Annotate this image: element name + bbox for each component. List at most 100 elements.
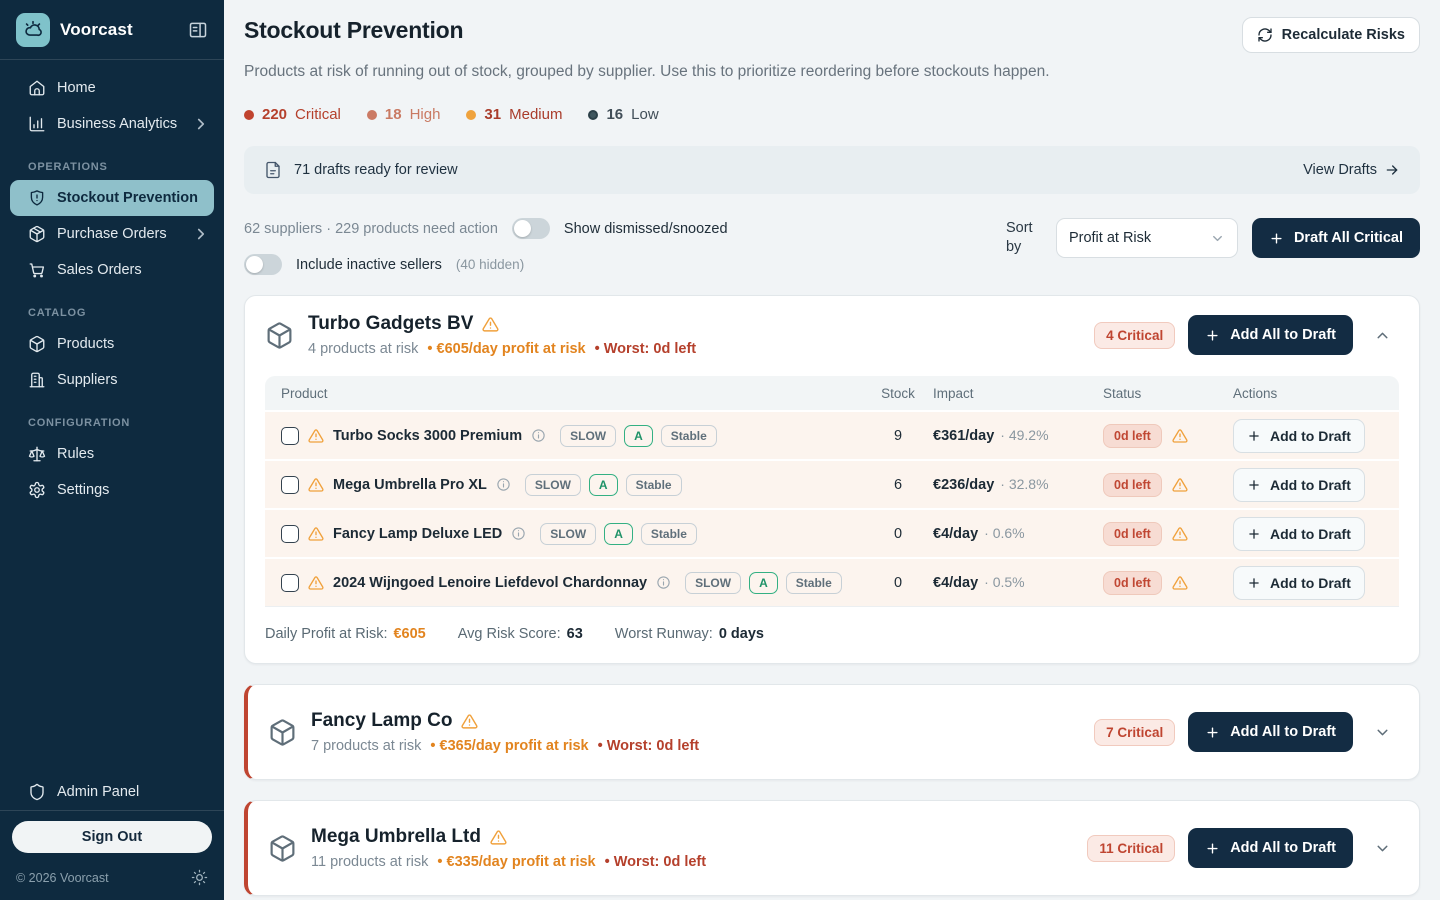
sidebar-item-label: Settings xyxy=(57,482,110,498)
plus-icon xyxy=(1205,328,1220,343)
collapse-sidebar-icon[interactable] xyxy=(188,20,208,40)
impact-percent: 49.2% xyxy=(1000,427,1049,443)
tag-slow: SLOW xyxy=(685,571,742,594)
plus-icon xyxy=(1247,527,1261,541)
package-icon xyxy=(28,225,46,243)
products-at-risk: 4 products at risk xyxy=(308,341,419,357)
theme-toggle-sun-icon[interactable] xyxy=(191,869,208,886)
draft-all-critical-button[interactable]: Draft All Critical xyxy=(1251,218,1420,258)
plus-icon xyxy=(1247,429,1261,443)
tag-stable: Stable xyxy=(785,571,842,594)
medium-dot-icon xyxy=(466,109,477,120)
high-dot-icon xyxy=(366,109,377,120)
critical-badge: 7 Critical xyxy=(1094,718,1176,746)
add-to-draft-button[interactable]: Add to Draft xyxy=(1233,418,1365,453)
tag-slow: SLOW xyxy=(524,473,581,496)
draft-all-critical-label: Draft All Critical xyxy=(1293,230,1403,246)
gear-icon xyxy=(28,481,46,499)
show-dismissed-toggle[interactable] xyxy=(511,218,550,239)
sort-by-label: Sort by xyxy=(1005,220,1033,255)
add-all-to-draft-button[interactable]: Add All to Draft xyxy=(1188,315,1353,355)
add-all-to-draft-button[interactable]: Add All to Draft xyxy=(1188,712,1353,752)
main-content: Stockout Prevention Recalculate Risks Pr… xyxy=(224,0,1440,900)
supplier-card-fancy-lamp: Fancy Lamp Co 7 products at risk €365/da… xyxy=(244,684,1420,780)
low-label: Low xyxy=(631,106,659,123)
sort-select-value: Profit at Risk xyxy=(1068,230,1152,246)
row-checkbox[interactable] xyxy=(281,475,299,494)
info-icon[interactable] xyxy=(531,428,546,443)
tag-grade: A xyxy=(624,424,653,447)
row-checkbox[interactable] xyxy=(281,426,299,445)
sidebar-item-label: Stockout Prevention xyxy=(57,190,198,206)
building-icon xyxy=(28,371,46,389)
add-to-draft-label: Add to Draft xyxy=(1270,525,1351,542)
daily-profit-label: Daily Profit at Risk: xyxy=(265,626,388,642)
col-actions: Actions xyxy=(1233,385,1278,401)
page-title: Stockout Prevention xyxy=(244,17,464,43)
col-impact: Impact xyxy=(933,385,974,401)
section-title-catalog: CATALOG xyxy=(28,307,87,319)
plus-icon xyxy=(1247,576,1261,590)
tag-stable: Stable xyxy=(660,424,717,447)
include-inactive-toggle[interactable] xyxy=(244,254,282,275)
copyright-text: © 2026 Voorcast xyxy=(16,870,109,885)
products-at-risk: 7 products at risk xyxy=(311,738,422,754)
worst-runway-value: 0 days xyxy=(718,626,764,642)
drafts-banner: 71 drafts ready for review View Drafts xyxy=(244,146,1420,194)
table-row: Turbo Socks 3000 Premium SLOW A Stable 9… xyxy=(265,410,1399,459)
add-to-draft-button[interactable]: Add to Draft xyxy=(1233,516,1365,551)
section-title-operations: OPERATIONS xyxy=(28,161,108,173)
worst-runway: Worst: 0d left xyxy=(598,738,699,754)
products-table: Product Stock Impact Status Actions Turb… xyxy=(265,376,1399,607)
low-dot-icon xyxy=(588,109,599,120)
worst-runway: Worst: 0d left xyxy=(595,341,696,357)
product-name: Turbo Socks 3000 Premium xyxy=(333,427,523,444)
sidebar-item-purchase-orders[interactable]: Purchase Orders xyxy=(0,216,224,252)
scale-icon xyxy=(28,445,46,463)
package-icon xyxy=(268,718,297,747)
add-to-draft-button[interactable]: Add to Draft xyxy=(1233,565,1365,600)
sidebar-nav: Home Business Analytics OPERATIONS Stock… xyxy=(0,60,224,508)
sidebar-item-label: Business Analytics xyxy=(57,116,178,132)
info-icon[interactable] xyxy=(656,575,671,590)
sidebar-item-admin-panel[interactable]: Admin Panel xyxy=(0,774,224,810)
cart-icon xyxy=(28,261,46,279)
sidebar-item-suppliers[interactable]: Suppliers xyxy=(0,362,224,398)
table-row: Mega Umbrella Pro XL SLOW A Stable 6 €23… xyxy=(265,459,1399,508)
sidebar-item-home[interactable]: Home xyxy=(0,70,224,106)
products-at-risk: 11 products at risk xyxy=(311,854,429,870)
impact-value: €361/day xyxy=(933,428,995,444)
view-drafts-link[interactable]: View Drafts xyxy=(1303,162,1400,178)
sign-out-button[interactable]: Sign Out xyxy=(12,821,212,853)
add-to-draft-label: Add to Draft xyxy=(1270,476,1351,493)
sidebar-item-rules[interactable]: Rules xyxy=(0,436,224,472)
table-header-row: Product Stock Impact Status Actions xyxy=(265,376,1399,410)
tag-grade: A xyxy=(588,473,618,496)
expand-card-chevron-down-icon[interactable] xyxy=(1366,836,1399,861)
supplier-card-turbo-gadgets: Turbo Gadgets BV 4 products at risk €605… xyxy=(244,295,1420,664)
critical-label: Critical xyxy=(295,106,341,123)
sidebar-divider xyxy=(0,810,224,811)
sidebar-item-business-analytics[interactable]: Business Analytics xyxy=(0,106,224,142)
expand-card-chevron-down-icon[interactable] xyxy=(1366,720,1399,745)
include-inactive-label: Include inactive sellers xyxy=(296,256,442,273)
info-icon[interactable] xyxy=(496,477,511,492)
row-checkbox[interactable] xyxy=(281,573,299,592)
sort-select[interactable]: Profit at Risk xyxy=(1055,218,1238,258)
product-name: Mega Umbrella Pro XL xyxy=(333,476,487,493)
warning-icon xyxy=(490,829,507,846)
row-checkbox[interactable] xyxy=(281,524,299,543)
impact-percent: 0.5% xyxy=(984,574,1025,590)
sidebar-item-settings[interactable]: Settings xyxy=(0,472,224,508)
collapse-card-chevron-up-icon[interactable] xyxy=(1366,323,1399,348)
voorcast-logo-icon xyxy=(16,13,50,47)
add-all-to-draft-button[interactable]: Add All to Draft xyxy=(1188,828,1353,868)
sidebar-item-products[interactable]: Products xyxy=(0,326,224,362)
sidebar-item-sales-orders[interactable]: Sales Orders xyxy=(0,252,224,288)
add-to-draft-button[interactable]: Add to Draft xyxy=(1233,467,1365,502)
sidebar-item-stockout-prevention[interactable]: Stockout Prevention xyxy=(10,180,214,216)
info-icon[interactable] xyxy=(511,526,526,541)
stat-critical: 220 Critical xyxy=(244,106,341,123)
tag-grade: A xyxy=(749,571,778,594)
recalculate-risks-button[interactable]: Recalculate Risks xyxy=(1241,17,1420,53)
